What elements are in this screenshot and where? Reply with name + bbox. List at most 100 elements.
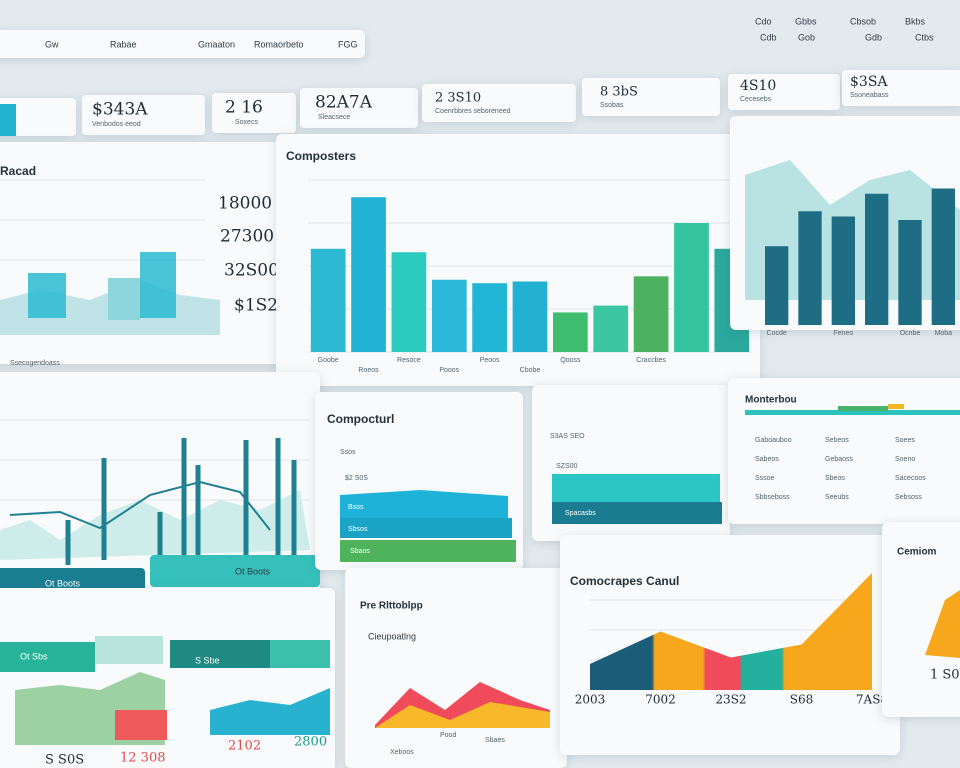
bar-shape — [340, 490, 508, 518]
figure: 1 S0 — [930, 668, 960, 683]
x-tick-label: Goobe — [318, 357, 339, 364]
bar — [310, 248, 346, 352]
top-link[interactable]: Bkbs — [905, 16, 926, 26]
kpi-value: 2 16 — [225, 98, 263, 118]
kpi-card — [300, 88, 418, 128]
x-tick-label: Peoos — [480, 357, 500, 364]
button-label[interactable]: S Sbe — [195, 655, 220, 665]
label: Xeboos — [390, 749, 414, 756]
kpi-card — [212, 93, 296, 133]
kpi-card — [842, 70, 960, 106]
bar — [831, 216, 855, 325]
figure: 18000 — [218, 194, 272, 214]
top-link[interactable]: Gbbs — [795, 16, 817, 26]
bar — [431, 279, 467, 352]
kpi-label: Ssoneabass — [850, 92, 889, 99]
x-tick-label: Cbobe — [520, 367, 541, 374]
kpi-value: 8 3bS — [600, 85, 638, 100]
button[interactable] — [95, 636, 163, 664]
button-label[interactable]: Ot Boots — [235, 566, 271, 576]
bar — [865, 193, 889, 325]
x-tick-label: Roeos — [358, 367, 379, 374]
bar — [674, 223, 709, 352]
kpi-value: 82A7A — [315, 93, 373, 113]
bar — [553, 312, 588, 352]
panel — [560, 535, 900, 755]
button[interactable] — [270, 640, 330, 668]
area-shape — [210, 688, 330, 735]
bar-shape — [340, 540, 516, 562]
bar — [351, 197, 386, 352]
bar — [798, 211, 822, 325]
bar-shape — [108, 278, 140, 320]
line-shape — [9, 480, 271, 531]
label: Spacasbs — [565, 510, 596, 517]
kpi-value: 4S10 — [740, 78, 776, 94]
kpi-label: Soxecs — [235, 119, 258, 126]
x-tick-label: Craccbes — [636, 357, 666, 364]
panel-title: Compocturl — [327, 412, 394, 426]
figure: $1S2S — [234, 296, 290, 316]
figure: 2102 — [228, 739, 261, 754]
area-shape — [0, 490, 310, 560]
x-tick-label: Cocde — [767, 330, 787, 337]
table-cell: Sbeos — [825, 475, 845, 482]
nav-item[interactable]: Gw — [45, 39, 59, 49]
nav-item[interactable]: Rabae — [110, 39, 137, 49]
bar-shape — [28, 273, 66, 318]
table-cell: Sabeos — [755, 456, 779, 463]
kpi-card — [0, 98, 76, 136]
nav-item[interactable]: Romaorbeto — [254, 39, 304, 49]
button[interactable] — [150, 555, 320, 587]
nav-bar — [0, 30, 365, 58]
bar-shape — [552, 474, 720, 502]
bar — [472, 283, 507, 352]
panel-footer: Ssecogendoass — [10, 360, 60, 367]
top-link[interactable]: Cbsob — [850, 16, 876, 26]
x-tick-label: 23S2 — [715, 693, 746, 707]
kpi-card — [728, 74, 840, 110]
panel — [882, 522, 960, 717]
panel-subtitle: Cieupoatlng — [368, 631, 416, 641]
figure: 2800 — [294, 735, 327, 750]
button-label[interactable]: Ot Boots — [45, 578, 81, 588]
kpi-value: 2 3S10 — [435, 91, 481, 106]
x-tick-label: Pooos — [439, 367, 459, 374]
table-cell: Gebaoss — [825, 456, 854, 463]
kpi-card — [422, 84, 576, 122]
top-link[interactable]: Ctbs — [915, 32, 934, 42]
progress — [888, 404, 904, 409]
button-label[interactable]: Ot Sbs — [20, 651, 48, 661]
area-shape — [375, 702, 550, 728]
kpi-label: Coenrbbres seboreneed — [435, 108, 511, 115]
button[interactable] — [0, 642, 95, 672]
top-link[interactable]: Gob — [798, 32, 815, 42]
nav-item[interactable]: Gmaaton — [198, 39, 235, 49]
nav-item[interactable]: FGG — [338, 39, 358, 49]
kpi-label: Ssobas — [600, 102, 624, 109]
bar — [931, 188, 955, 325]
label: SZS00 — [556, 463, 578, 470]
label: Pood — [440, 732, 456, 739]
x-tick-label: Moba — [935, 330, 953, 337]
label: Ssos — [340, 449, 356, 456]
panel-title: Pre Rlttoblpp — [360, 601, 423, 612]
bar-shape — [140, 252, 176, 318]
area — [590, 573, 872, 690]
label: Sbsos — [348, 526, 368, 533]
bar — [633, 276, 669, 352]
label: Sbaes — [485, 737, 505, 744]
progress — [838, 406, 888, 411]
top-link[interactable]: Cdo — [755, 16, 772, 26]
label: $2 S0S — [345, 475, 368, 482]
bar-shape — [115, 710, 167, 740]
top-link[interactable]: Gdb — [865, 32, 882, 42]
figure: 27300 — [220, 227, 274, 247]
x-tick-label: Feneo — [833, 330, 853, 337]
table-cell: Gaboauboo — [755, 437, 792, 444]
bar — [765, 246, 789, 325]
kpi-icon — [0, 104, 16, 136]
top-link[interactable]: Cdb — [760, 32, 777, 42]
kpi-card — [582, 78, 720, 116]
